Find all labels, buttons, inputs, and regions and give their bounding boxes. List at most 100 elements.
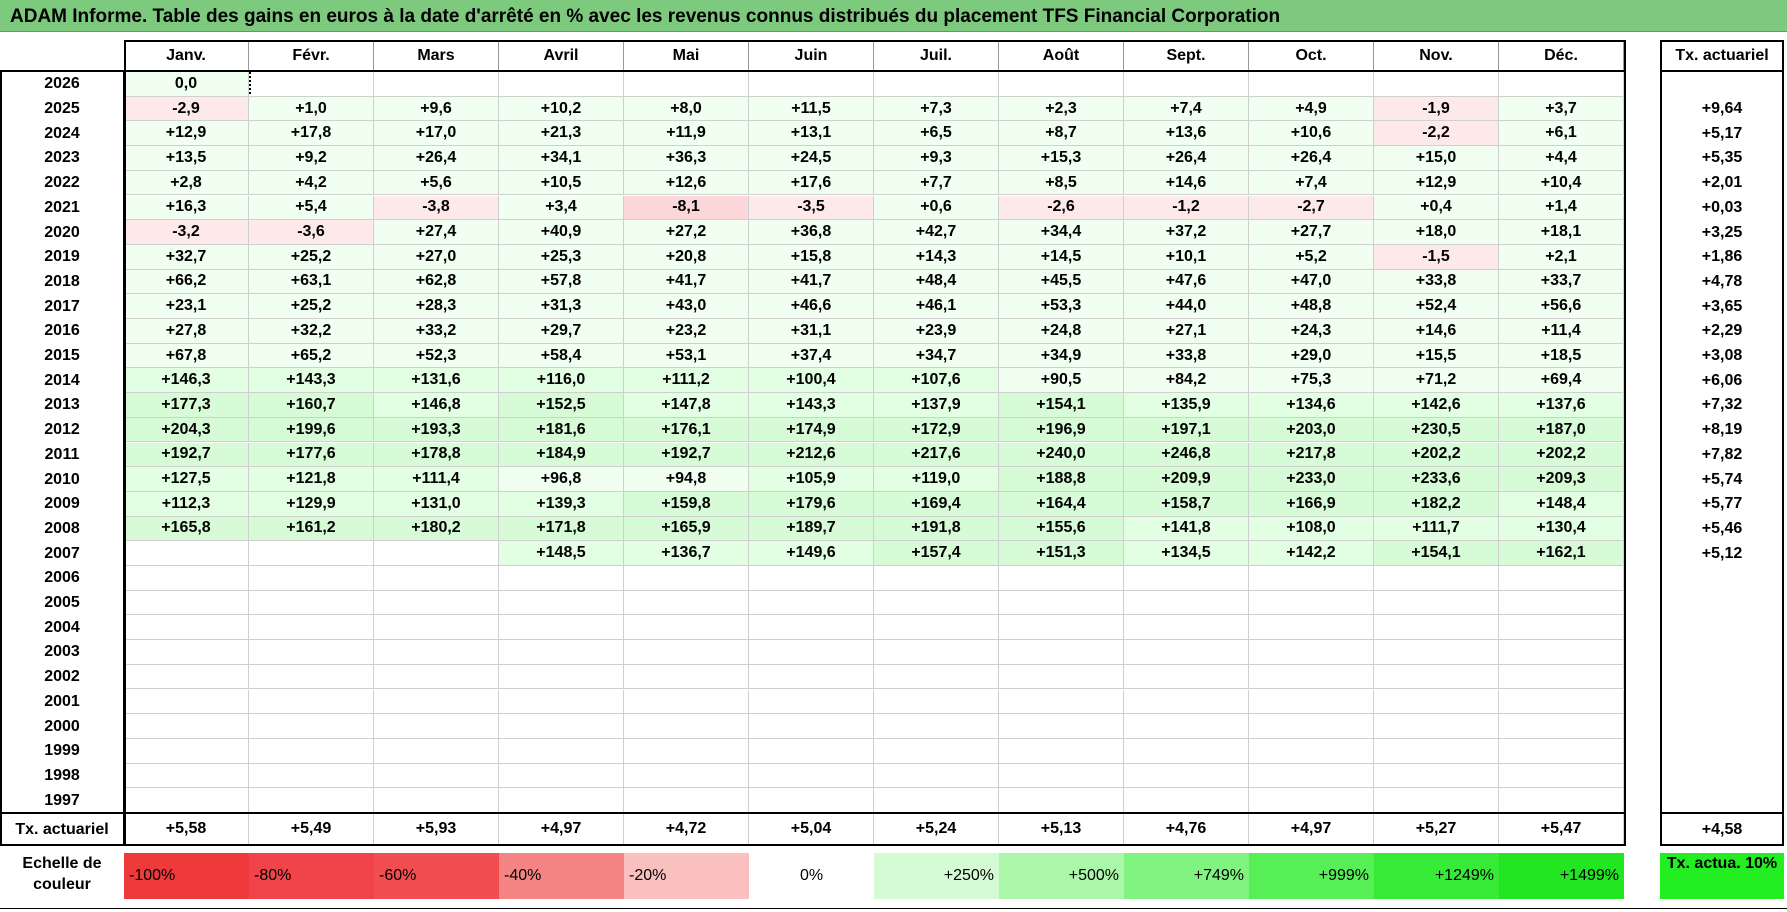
table-cell: +16,3	[124, 195, 249, 221]
table-cell: +52,3	[374, 343, 499, 369]
table-cell	[1124, 763, 1249, 789]
table-cell: +209,3	[1499, 467, 1624, 492]
table-cell: +17,0	[374, 121, 499, 147]
actuarial-rate-cell	[1660, 591, 1784, 616]
table-cell	[1124, 788, 1249, 813]
table-cell	[999, 615, 1124, 641]
table-cell	[749, 763, 874, 789]
table-cell: +17,8	[249, 121, 374, 147]
table-cell: +166,9	[1249, 491, 1374, 517]
actuarial-rate-cell: +9,64	[1701, 100, 1743, 118]
table-cell: +217,6	[874, 442, 999, 468]
table-cell: +187,0	[1499, 417, 1624, 443]
table-cell: +48,4	[874, 269, 999, 295]
table-cell: +191,8	[874, 516, 999, 542]
table-cell	[1249, 664, 1374, 690]
table-cell	[1374, 689, 1499, 715]
year-label: 2011	[44, 445, 80, 463]
month-header: Mars	[374, 40, 499, 71]
legend-swatch: +500%	[999, 853, 1124, 899]
table-cell	[499, 72, 624, 97]
year-label: 2014	[44, 371, 80, 389]
table-cell: +160,7	[249, 393, 374, 418]
year-label: 2015	[44, 347, 80, 365]
table-cell: +7,4	[1124, 96, 1249, 122]
table-cell: +143,3	[249, 368, 374, 394]
table-cell	[249, 689, 374, 715]
table-cell	[374, 714, 499, 739]
table-cell	[124, 714, 249, 739]
table-cell: +15,3	[999, 146, 1124, 171]
table-cell: +129,9	[249, 491, 374, 517]
table-cell	[499, 714, 624, 739]
table-cell: -3,5	[749, 195, 874, 221]
year-label: 2019	[44, 248, 80, 266]
table-cell	[499, 615, 624, 641]
table-cell: +202,2	[1374, 442, 1499, 468]
table-cell: +121,8	[249, 467, 374, 492]
table-cell: +7,3	[874, 96, 999, 122]
table-cell: +162,1	[1499, 541, 1624, 566]
table-cell: +176,1	[624, 417, 749, 443]
table-cell	[1124, 72, 1249, 97]
title-bar: ADAM Informe. Table des gains en euros à…	[0, 0, 1787, 32]
table-cell	[999, 590, 1124, 616]
year-label: 2009	[44, 495, 80, 513]
month-header: Nov.	[1374, 40, 1499, 71]
table-cell: +27,7	[1249, 220, 1374, 245]
table-cell: +15,8	[749, 244, 874, 270]
table-cell: +62,8	[374, 269, 499, 295]
year-label: 2016	[44, 322, 80, 340]
table-cell: +203,0	[1249, 417, 1374, 443]
table-cell: +33,2	[374, 319, 499, 344]
table-cell	[874, 763, 999, 789]
table-cell	[1374, 72, 1499, 97]
table-cell	[124, 615, 249, 641]
table-cell: +8,7	[999, 121, 1124, 147]
table-cell: +37,4	[749, 343, 874, 369]
table-cell	[874, 664, 999, 690]
table-cell: +158,7	[1124, 491, 1249, 517]
table-cell	[124, 566, 249, 591]
actuarial-rate-cell: +3,65	[1701, 297, 1743, 315]
table-cell	[624, 72, 749, 97]
table-cell: +165,8	[124, 516, 249, 542]
table-cell	[624, 738, 749, 764]
table-cell: +3,7	[1499, 96, 1624, 122]
table-cell	[624, 664, 749, 690]
table-cell	[874, 566, 999, 591]
table-cell: +25,3	[499, 244, 624, 270]
table-cell: +11,9	[624, 121, 749, 147]
table-cell	[749, 615, 874, 641]
table-cell: +193,3	[374, 417, 499, 443]
legend-swatch: +1249%	[1374, 853, 1499, 899]
year-label: 2021	[44, 198, 80, 216]
table-cell: +139,3	[499, 491, 624, 517]
table-cell	[249, 788, 374, 813]
table-cell	[374, 689, 499, 715]
table-cell	[249, 640, 374, 665]
table-cell	[624, 788, 749, 813]
table-cell	[374, 615, 499, 641]
table-cell	[1124, 714, 1249, 739]
table-cell: +14,6	[1374, 319, 1499, 344]
table-cell: +172,9	[874, 417, 999, 443]
table-cell	[499, 738, 624, 764]
table-cell: +69,4	[1499, 368, 1624, 394]
table-cell	[1374, 738, 1499, 764]
table-cell: +180,2	[374, 516, 499, 542]
table-cell: +26,4	[374, 146, 499, 171]
table-cell: +111,7	[1374, 516, 1499, 542]
table-cell	[1124, 640, 1249, 665]
table-cell: +18,5	[1499, 343, 1624, 369]
table-cell	[374, 664, 499, 690]
table-cell: +9,2	[249, 146, 374, 171]
page-bottom-rule	[0, 908, 1787, 909]
table-cell: +119,0	[874, 467, 999, 492]
table-cell: +217,8	[1249, 442, 1374, 468]
actuarial-rate-cell: +7,32	[1701, 396, 1743, 414]
table-cell: +47,6	[1124, 269, 1249, 295]
table-cell: +134,6	[1249, 393, 1374, 418]
table-cell: +9,3	[874, 146, 999, 171]
table-cell: +1,0	[249, 96, 374, 122]
